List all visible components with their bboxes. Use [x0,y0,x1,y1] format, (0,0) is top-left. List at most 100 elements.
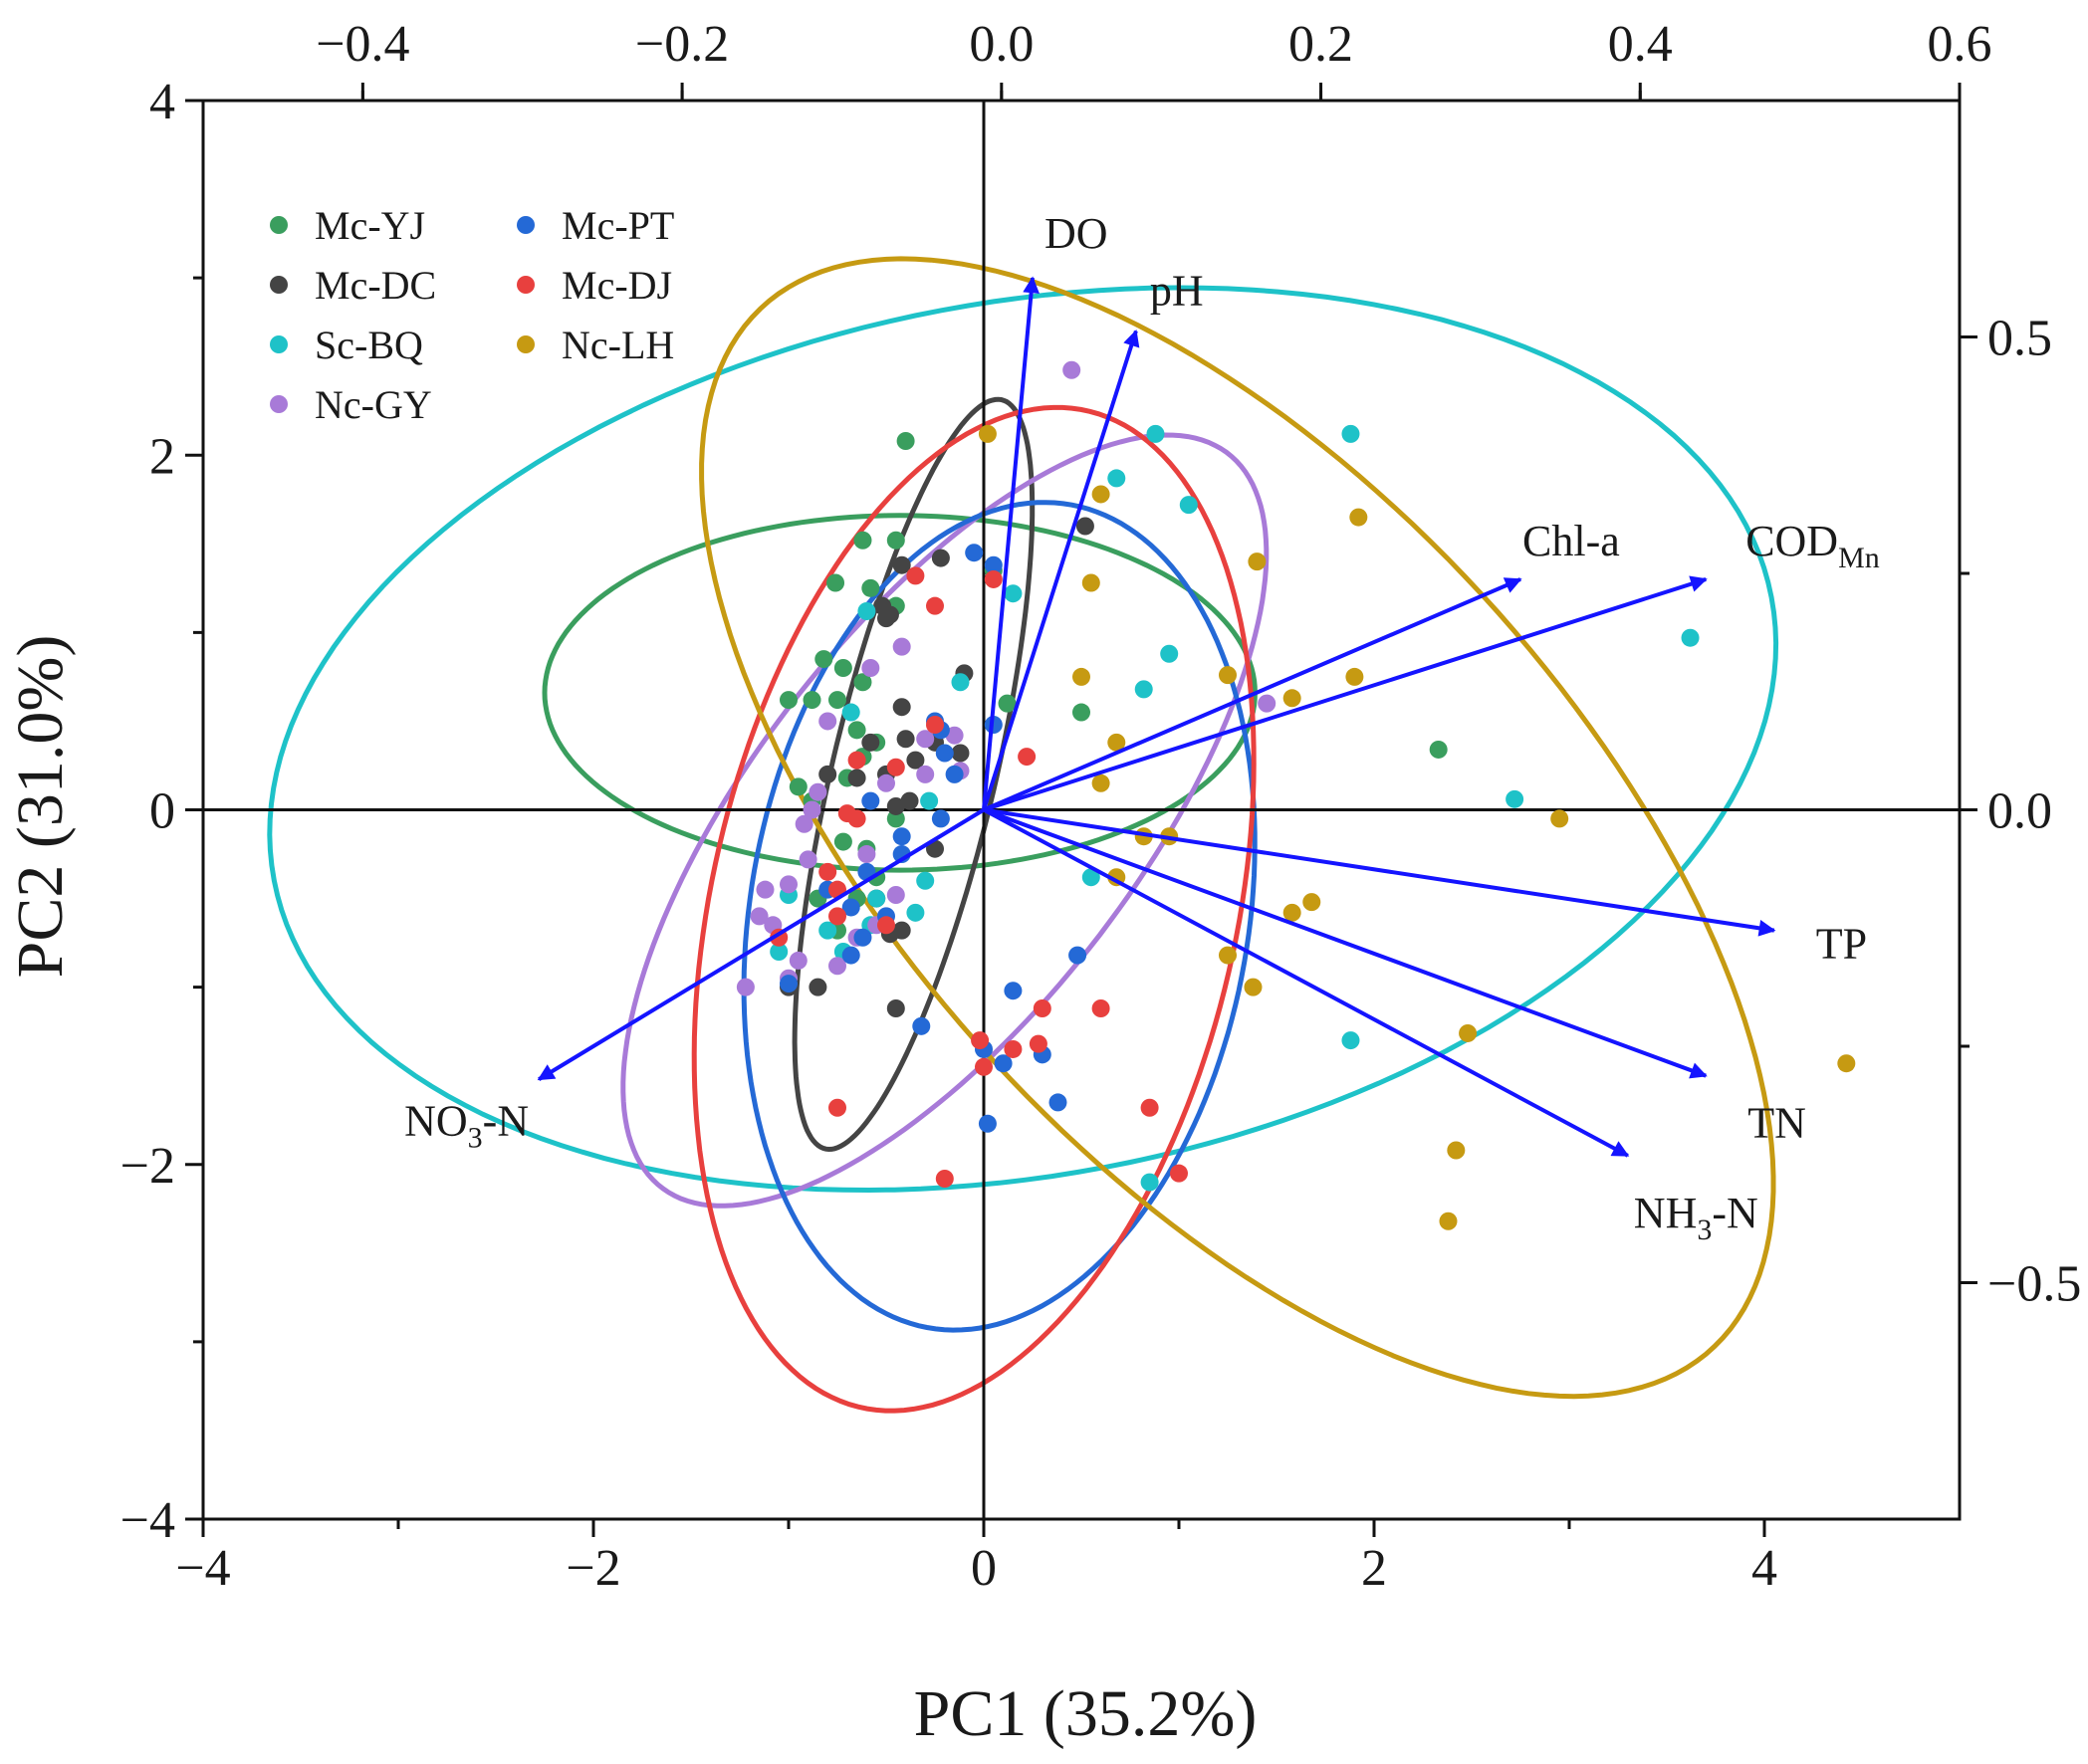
point-nc-gy [795,814,813,833]
point-nc-lh [1219,946,1237,965]
point-nc-lh [1447,1141,1466,1160]
point-mc-yj [814,650,833,669]
point-mc-dj [877,916,895,935]
point-mc-dc [861,733,880,752]
point-sc-bq [867,889,886,908]
loading-label-subscript: 3 [1697,1213,1712,1246]
ellipse-mc-dc [792,396,1036,1153]
legend-label-mc-pt: Mc-PT [562,203,674,248]
legend-label-mc-dc: Mc-DC [315,263,436,308]
point-nc-lh [1244,978,1263,996]
point-nc-gy [803,800,821,819]
point-mc-dc [886,796,905,815]
y-tick-label: 4 [149,74,175,130]
point-nc-lh [1107,733,1126,752]
loading-label-main: COD [1745,517,1838,565]
point-mc-pt [945,765,964,783]
point-nc-gy [945,726,964,745]
point-nc-lh [1282,903,1301,922]
point-mc-pt [931,809,950,828]
point-mc-dj [906,566,925,585]
point-nc-gy [916,730,935,749]
top-tick-label: −0.2 [635,16,729,73]
point-nc-lh [1081,573,1100,592]
point-mc-pt [965,544,984,562]
axes: −4 −2 0 2 4 −4 −2 0 2 4 −0.4 −0.2 0.0 0.2 0.4 0.6 0.5 0.0… [120,16,2082,1597]
point-mc-dj [1004,1039,1023,1058]
y-tick-label: 2 [149,428,175,485]
loading-label-subscript: Mn [1838,542,1880,574]
ellipse-mc-pt [741,500,1258,1333]
point-mc-yj [833,832,852,851]
loading-arrow-tp [983,807,1776,937]
point-nc-lh [1072,667,1090,686]
point-mc-dc [892,698,911,717]
right-tick-label: 0.0 [1987,783,2052,840]
point-mc-pt [978,1114,997,1133]
point-sc-bq [1341,424,1360,443]
loading-label-main: NO [404,1096,468,1145]
point-mc-yj [780,691,798,710]
loading-label-main: TN [1747,1099,1806,1148]
point-mc-dj [1029,1034,1047,1053]
point-sc-bq [1004,584,1023,603]
point-mc-yj [886,531,905,550]
point-sc-bq [818,921,837,940]
point-nc-lh [1248,552,1267,571]
point-nc-gy [857,845,876,864]
point-sc-bq [841,703,860,722]
legend-label-mc-dj: Mc-DJ [562,263,672,308]
point-mc-dc [809,978,827,996]
point-mc-dj [828,907,846,926]
loading-arrow-cod [983,575,1708,812]
point-nc-gy [809,782,827,801]
ellipse-sc-bq [267,285,1779,1194]
legend-label-mc-yj: Mc-YJ [315,203,425,248]
point-mc-dj [847,809,866,828]
x-tick-label: 2 [1361,1540,1387,1597]
right-tick-label: −0.5 [1987,1256,2081,1313]
point-sc-bq [906,903,925,922]
point-mc-dj [847,751,866,770]
loading-label-ph: pH [1150,267,1204,316]
legend-label-nc-lh: Nc-LH [562,323,674,367]
point-nc-gy [1062,360,1081,379]
x-tick-label: −2 [566,1540,620,1597]
y-tick-label: −4 [120,1492,175,1549]
point-sc-bq [1107,469,1126,488]
point-nc-gy [892,637,911,656]
point-sc-bq [1134,680,1153,699]
point-nc-lh [978,424,997,443]
loading-arrow-tn [983,807,1708,1079]
point-mc-yj [853,673,872,692]
point-mc-yj [853,531,872,550]
point-nc-gy [818,712,837,731]
y-tick-label: −2 [120,1138,175,1195]
point-nc-gy [736,978,755,996]
point-sc-bq [857,602,876,620]
point-mc-pt [1068,946,1087,965]
legend-marker-mc-dc [270,276,288,294]
ellipse-nc-lh [699,256,1776,1400]
point-mc-yj [861,578,880,597]
point-nc-gy [861,659,880,677]
loading-label-main: pH [1150,267,1204,316]
point-mc-yj [886,809,905,828]
legend-marker-sc-bq [270,335,288,353]
confidence-ellipses [267,256,1779,1414]
scatter-points [736,360,1856,1230]
loading-label-cod: CODMn [1745,517,1880,574]
point-nc-lh [1550,809,1569,828]
point-mc-pt [1004,982,1023,1000]
loading-label-main: TP [1816,920,1867,969]
point-mc-dc [877,609,895,628]
legend-marker-nc-gy [270,395,288,413]
point-mc-dc [896,730,915,749]
point-mc-dc [892,555,911,574]
point-nc-lh [1302,893,1321,912]
loading-label-subscript: 3 [468,1121,483,1154]
point-mc-dc [818,765,837,783]
legend: Mc-YJ Mc-PT Mc-DC Mc-DJ Sc-BQ Nc-LH Nc-GY [270,203,674,427]
